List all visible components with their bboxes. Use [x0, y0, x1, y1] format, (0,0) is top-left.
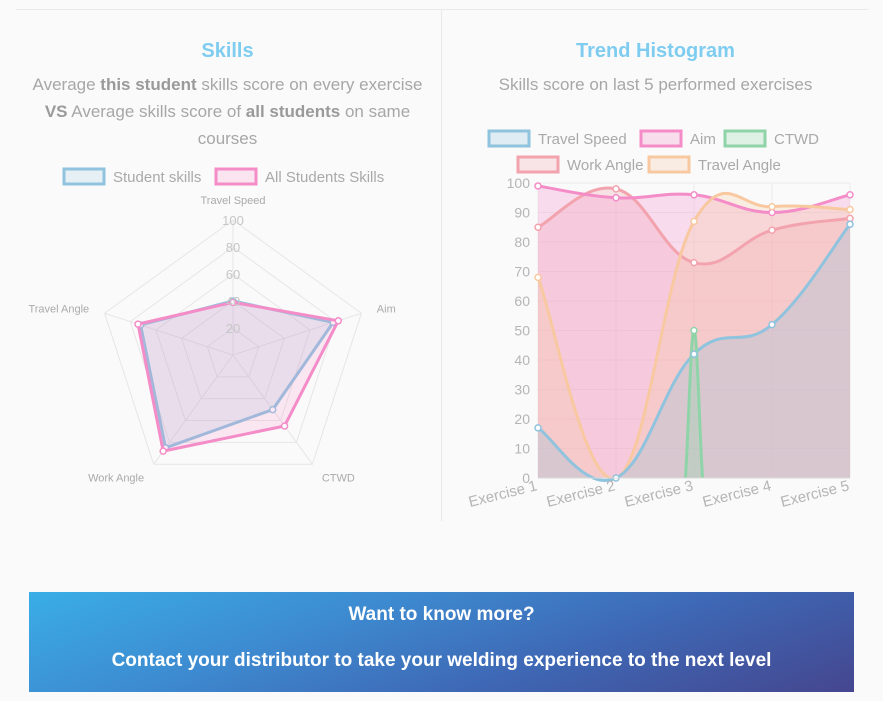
trend-x-tick: Exercise 5	[779, 477, 851, 510]
trend-legend-item: Travel Angle	[647, 155, 781, 174]
trend-legend-item: Aim	[639, 129, 716, 148]
trend-legend-swatch	[723, 129, 767, 148]
trend-series-fill	[538, 224, 850, 481]
trend-y-tick: 100	[507, 175, 531, 191]
radar-category-label: Travel Speed	[200, 195, 265, 207]
trend-x-tick: Exercise 3	[623, 477, 695, 510]
subtitle-part: Average	[32, 75, 101, 94]
trend-point	[768, 202, 776, 211]
trend-point	[690, 217, 698, 226]
trend-point	[612, 194, 620, 202]
subtitle-bold: this student	[100, 75, 197, 94]
subtitle-part: skills score on every exercise	[196, 75, 423, 94]
radar-series-area	[136, 300, 340, 453]
trend-point	[534, 424, 542, 432]
radar-point	[229, 298, 237, 307]
trend-legend-swatch	[516, 155, 560, 174]
banner-text: Contact your distributor to take your we…	[111, 650, 772, 671]
trend-point	[690, 350, 698, 358]
trend-title: Trend Histogram	[576, 40, 735, 62]
trend-y-tick: 10	[514, 441, 530, 457]
trend-point	[846, 220, 854, 229]
trend-y-tick: 70	[514, 264, 530, 280]
trend-point	[612, 185, 620, 193]
trend-legend-label: Work Angle	[567, 157, 643, 174]
trend-point	[846, 205, 854, 214]
trend-subtitle: Skills score on last 5 performed exercis…	[498, 75, 813, 94]
trend-legend-item: Work Angle	[516, 155, 643, 174]
trend-y-tick: 50	[514, 323, 530, 339]
radar-grid-ring	[104, 219, 362, 465]
radar-point	[334, 317, 343, 325]
radar-category-label: Work Angle	[88, 472, 144, 484]
panel-divider	[441, 10, 442, 521]
trend-y-tick: 80	[514, 234, 530, 250]
radar-point	[268, 405, 277, 414]
radar-grid-ring	[155, 273, 311, 422]
subtitle-bold: all students	[245, 102, 341, 121]
radar-tick-label: 100	[222, 213, 244, 228]
trend-point	[534, 273, 542, 282]
trend-y-tick: 30	[514, 382, 530, 398]
trend-x-tick: Exercise 2	[545, 477, 617, 510]
radar-legend-swatch	[214, 167, 258, 186]
trend-legend-label: CTWD	[774, 131, 819, 148]
subtitle-bold: VS	[44, 102, 68, 121]
radar-tick-label: 60	[226, 267, 240, 282]
trend-point	[768, 320, 776, 329]
radar-legend-label: All Students Skills	[265, 169, 384, 186]
skills-radar-chart: Student skills All Students Skills 20 40 60 8…	[28, 167, 396, 484]
trend-legend-swatch	[487, 129, 531, 148]
subtitle-part: on same courses	[197, 102, 411, 148]
trend-point	[690, 191, 698, 199]
radar-point	[280, 422, 289, 430]
radar-grid-ring	[181, 300, 285, 400]
radar-legend-label: Student skills	[113, 169, 201, 186]
radar-grid-ring	[129, 246, 337, 443]
radar-grid-ring	[206, 327, 260, 378]
radar-point	[134, 320, 142, 328]
trend-point	[768, 226, 776, 234]
trend-line-chart: Travel Speed Aim CTWD Work Angle Travel Angl…	[467, 129, 854, 511]
trend-x-tick: Exercise 1	[467, 477, 539, 510]
subtitle-part: Average skills score of	[67, 102, 246, 121]
trend-legend-swatch	[647, 155, 691, 174]
skills-title: Skills	[201, 40, 254, 62]
radar-category-label: CTWD	[322, 472, 355, 484]
trend-y-tick: 90	[514, 205, 530, 221]
trend-point	[534, 182, 542, 190]
trend-legend-swatch	[639, 129, 683, 148]
radar-tick-label: 40	[226, 294, 240, 309]
trend-x-tick: Exercise 4	[701, 477, 773, 510]
top-divider	[16, 9, 868, 10]
radar-tick-label: 80	[226, 240, 240, 255]
trend-y-tick: 40	[514, 352, 530, 368]
trend-point	[846, 191, 854, 199]
radar-tick-label: 20	[226, 321, 240, 336]
radar-point	[159, 447, 167, 455]
trend-y-tick: 60	[514, 293, 530, 309]
banner-heading: Want to know more?	[348, 604, 535, 625]
trend-legend-label: Travel Angle	[698, 157, 781, 174]
trend-legend-item: Travel Speed	[487, 129, 627, 148]
contact-banner[interactable]: Want to know more? Contact your distribu…	[29, 592, 854, 692]
trend-point	[846, 214, 854, 223]
radar-category-label: Travel Angle	[28, 303, 89, 315]
trend-point	[690, 258, 698, 267]
trend-series-fill	[538, 193, 850, 479]
radar-legend-swatch	[62, 167, 106, 186]
trend-y-tick: 20	[514, 411, 530, 427]
skills-subtitle: Average this student skills score on eve…	[30, 71, 425, 152]
radar-legend-item: Student skills	[62, 167, 201, 186]
trend-legend-label: Aim	[690, 131, 716, 148]
trend-legend-label: Travel Speed	[538, 131, 627, 148]
radar-spoke	[104, 312, 234, 356]
trend-point	[534, 223, 542, 231]
trend-point	[768, 208, 776, 217]
radar-category-label: Aim	[377, 303, 396, 315]
trend-y-tick: 0	[522, 470, 530, 486]
trend-legend-item: CTWD	[723, 129, 819, 148]
radar-legend-item: All Students Skills	[214, 167, 384, 186]
trend-point	[690, 326, 698, 335]
